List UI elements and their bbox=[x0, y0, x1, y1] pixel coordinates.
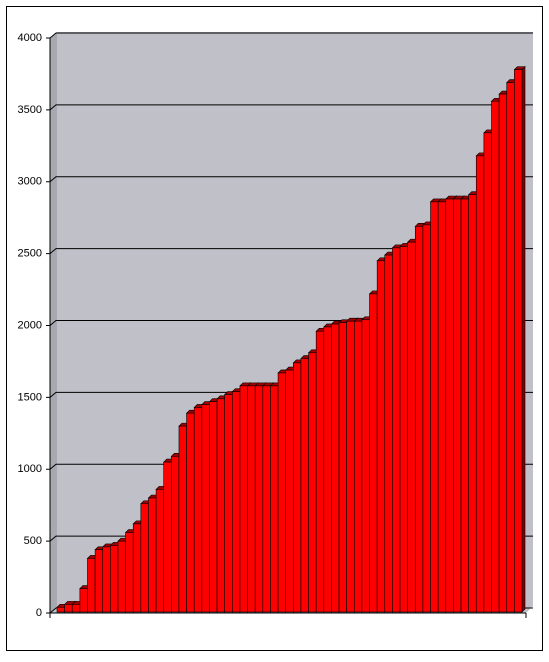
bar-front bbox=[407, 241, 416, 613]
bar-front bbox=[514, 69, 523, 613]
bar-front bbox=[430, 201, 439, 613]
bar-front bbox=[353, 320, 363, 613]
bar-front bbox=[64, 604, 73, 613]
bar-front bbox=[414, 226, 424, 613]
bar-front bbox=[369, 293, 378, 613]
bar-front bbox=[94, 549, 104, 613]
bar-front bbox=[453, 198, 462, 613]
bar-front bbox=[247, 385, 256, 613]
y-tick-label: 0 bbox=[36, 607, 42, 619]
y-tick-label: 2000 bbox=[18, 319, 42, 331]
bar-front bbox=[468, 194, 477, 613]
grid-line bbox=[49, 32, 533, 39]
y-tick-label: 1500 bbox=[18, 391, 42, 403]
bar-front bbox=[239, 385, 248, 613]
bar-front bbox=[308, 352, 317, 613]
bar-front bbox=[285, 369, 294, 613]
bar-front bbox=[148, 497, 157, 613]
bar-front bbox=[79, 588, 88, 613]
bar-front bbox=[392, 247, 401, 613]
bar-front bbox=[117, 540, 126, 613]
bar-front bbox=[193, 407, 203, 613]
bar-front bbox=[171, 456, 180, 613]
bar-front bbox=[209, 401, 218, 613]
grid-line bbox=[49, 104, 533, 111]
bar-front bbox=[163, 461, 172, 613]
bar-front bbox=[56, 606, 65, 613]
bar-front bbox=[399, 246, 408, 613]
bar-front bbox=[186, 412, 195, 613]
bar-front bbox=[262, 385, 271, 613]
bar-front bbox=[216, 398, 226, 613]
y-tick-label: 4000 bbox=[18, 32, 42, 44]
bar-front bbox=[71, 604, 81, 613]
bar bbox=[513, 65, 526, 613]
grid-line bbox=[49, 176, 533, 183]
bar-front bbox=[277, 372, 286, 613]
bar-front bbox=[437, 201, 447, 613]
bar-front bbox=[498, 93, 508, 613]
bar-front bbox=[254, 385, 264, 613]
y-tick-label: 2500 bbox=[18, 248, 42, 260]
bar-front bbox=[300, 358, 309, 613]
bar-front bbox=[315, 330, 325, 613]
bar-side bbox=[521, 65, 526, 613]
bar-front bbox=[125, 532, 134, 613]
bar-front bbox=[475, 155, 485, 613]
bar-front bbox=[201, 404, 210, 613]
bar-front bbox=[331, 323, 340, 613]
bar-front bbox=[102, 546, 111, 613]
bar-front bbox=[87, 558, 96, 613]
bar-front bbox=[506, 82, 515, 613]
bar-front bbox=[224, 394, 233, 613]
bar-front bbox=[178, 425, 187, 613]
y-tick-label: 3000 bbox=[18, 176, 42, 188]
bar-front bbox=[422, 224, 431, 613]
bar-front bbox=[483, 132, 492, 613]
bar-front bbox=[361, 319, 370, 613]
bar-front bbox=[270, 385, 279, 613]
bar-front bbox=[445, 198, 454, 613]
bar-front bbox=[110, 545, 119, 613]
bar-front bbox=[155, 489, 165, 613]
bar-front bbox=[323, 326, 332, 613]
bar-front bbox=[140, 503, 149, 613]
bar-front bbox=[132, 523, 142, 613]
y-tick-label: 3500 bbox=[18, 104, 42, 116]
bar-front bbox=[384, 254, 393, 613]
bar-front bbox=[491, 100, 500, 613]
bar-front bbox=[376, 260, 386, 613]
bar-front bbox=[232, 391, 241, 613]
bar-front bbox=[338, 322, 347, 613]
bar-front bbox=[460, 198, 469, 613]
bar-front bbox=[293, 362, 302, 613]
y-tick-label: 500 bbox=[24, 535, 42, 547]
y-tick-label: 1000 bbox=[18, 463, 42, 475]
grid-line bbox=[49, 248, 533, 255]
bar-front bbox=[346, 320, 355, 613]
